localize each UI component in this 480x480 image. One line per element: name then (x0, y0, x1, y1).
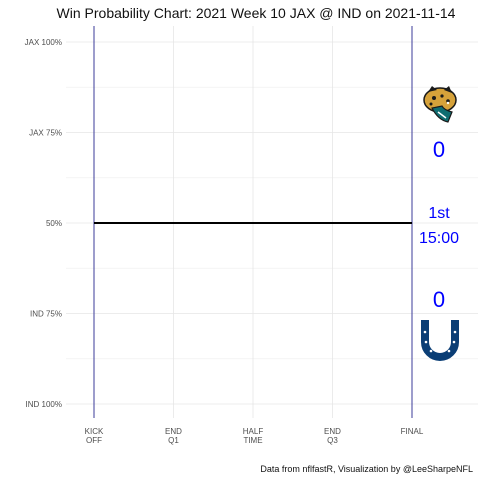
horseshoe-icon (421, 320, 459, 361)
home-score: 0 (433, 287, 445, 312)
y-tick-label: IND 100% (26, 400, 62, 409)
away-score: 0 (433, 137, 445, 162)
x-axis-ticks: KICK OFF END Q1 HALF TIME END Q3 FINAL (85, 427, 424, 445)
x-tick-label: END Q3 (324, 427, 341, 445)
x-tick-label: FINAL (401, 427, 424, 436)
y-tick-label: JAX 75% (29, 129, 62, 138)
jaguar-head-icon (423, 86, 457, 123)
x-tick-label: KICK OFF (85, 427, 104, 445)
game-clock: 15:00 (419, 230, 459, 247)
y-tick-label: IND 75% (30, 310, 62, 319)
x-tick-label: END Q1 (165, 427, 182, 445)
x-tick-label: HALF TIME (243, 427, 264, 445)
chart-title: Win Probability Chart: 2021 Week 10 JAX … (57, 5, 456, 21)
y-tick-label: JAX 100% (25, 38, 62, 47)
y-axis-ticks: JAX 100% JAX 75% 50% IND 75% IND 100% (25, 38, 62, 409)
chart-caption: Data from nflfastR, Visualization by @Le… (260, 464, 473, 474)
y-tick-label: 50% (46, 219, 62, 228)
game-quarter: 1st (428, 205, 450, 222)
